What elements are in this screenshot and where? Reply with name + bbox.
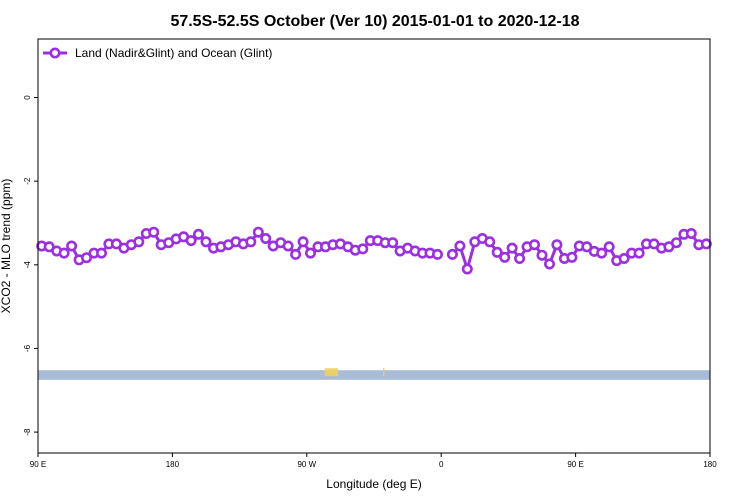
x-tick-label: 90 W [297,460,316,469]
data-point [200,236,212,248]
x-tick-label: 90 E [567,460,583,469]
plot-area [36,226,712,380]
data-point [461,263,473,275]
data-point [543,258,555,270]
land-mark [324,368,339,377]
data-point [290,248,302,260]
x-axis-label: Longitude (deg E) [326,477,421,491]
data-point [603,241,615,253]
data-point [148,226,160,238]
x-axis: 90 E 180 90 W 0 90 E 180 [30,453,717,469]
data-point [700,238,712,250]
data-point [446,248,458,260]
data-point [185,235,197,247]
plot-frame [37,38,711,454]
legend-marker [49,47,61,59]
data-point [454,240,466,252]
data-point [133,236,145,248]
data-point [252,226,264,238]
data-point [96,247,108,259]
data-point [431,248,443,260]
data-point [282,240,294,252]
data-point [670,237,682,249]
x-tick-label: 90 E [30,460,46,469]
data-point [596,247,608,259]
data-point [58,247,70,259]
y-tick-label: -4 [23,261,32,269]
data-point [685,228,697,240]
data-point [66,240,78,252]
y-tick-label: 0 [23,95,32,100]
data-point [297,236,309,248]
data-point [551,239,563,251]
data-point [491,246,503,258]
data-point [566,251,578,263]
data-point [536,249,548,261]
x-tick-label: 180 [703,460,717,469]
data-point [514,253,526,265]
chart-title: 57.5S-52.5S October (Ver 10) 2015-01-01 … [170,13,579,30]
data-point [81,252,93,264]
x-tick-label: 180 [166,460,180,469]
data-point [633,247,645,259]
data-point [528,239,540,251]
data-point [387,237,399,249]
y-tick-label: -6 [23,344,32,352]
data-point [499,251,511,263]
y-tick-label: -8 [23,428,32,436]
data-point [506,242,518,254]
data-point [357,243,369,255]
legend-label: Land (Nadir&Glint) and Ocean (Glint) [75,46,272,60]
land-mark [382,368,385,377]
data-point [484,236,496,248]
y-tick-label: -2 [23,177,32,185]
data-point [304,247,316,259]
data-point [245,236,257,248]
x-tick-label: 0 [439,460,444,469]
y-axis-label: XCO2 - MLO trend (ppm) [0,179,13,314]
legend: Land (Nadir&Glint) and Ocean (Glint) [43,46,272,60]
data-point [581,241,593,253]
y-axis: 0 -2 -4 -6 -8 [23,95,38,436]
data-point [618,253,630,265]
data-point [193,228,205,240]
ocean-band [38,370,710,380]
data-point [260,233,272,245]
